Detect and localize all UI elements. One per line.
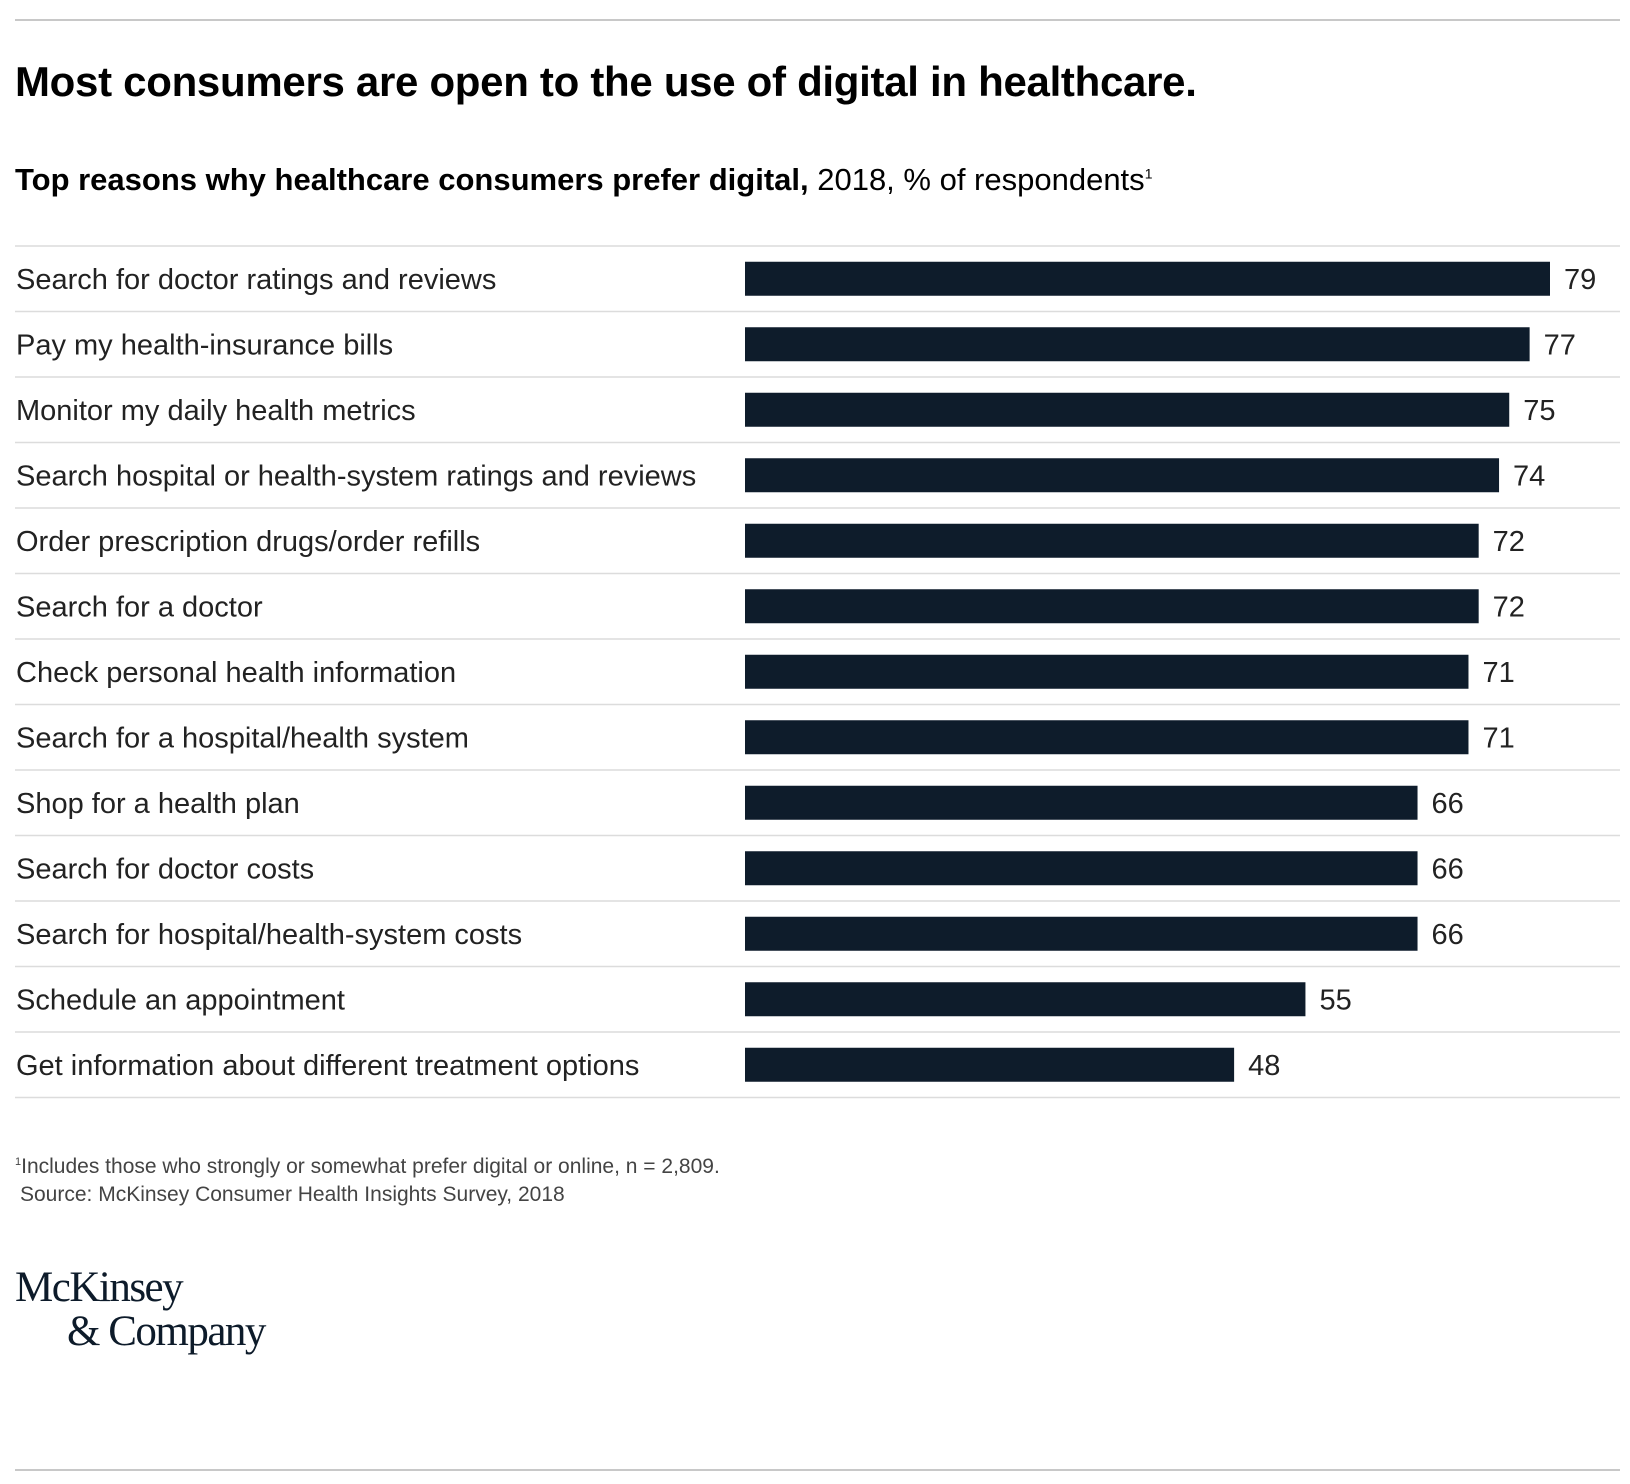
value-label: 79 — [1564, 264, 1596, 296]
value-label: 66 — [1432, 788, 1464, 820]
footnote-body: Includes those who strongly or somewhat … — [21, 1155, 720, 1178]
logo-line-1: McKinsey — [15, 1264, 184, 1311]
value-label: 72 — [1493, 591, 1525, 623]
bottom-divider — [15, 1469, 1620, 1471]
bar — [745, 261, 1550, 296]
logo-line-2: & Company — [67, 1308, 266, 1355]
subtitle-normal: 2018, % of respondents — [808, 162, 1145, 197]
value-label: 48 — [1248, 1050, 1280, 1082]
subtitle-footnote-marker: 1 — [1144, 165, 1153, 182]
top-divider — [15, 19, 1620, 21]
source-text: Source: McKinsey Consumer Health Insight… — [20, 1183, 565, 1206]
value-label: 71 — [1482, 722, 1514, 754]
category-label: Check personal health information — [16, 657, 456, 689]
bar — [745, 654, 1469, 689]
category-label: Search for a doctor — [16, 591, 263, 623]
footnote: 1Includes those who strongly or somewhat… — [15, 1148, 720, 1209]
bar — [745, 916, 1418, 951]
footnote-marker: 1 — [15, 1156, 22, 1168]
bar — [745, 851, 1418, 886]
bar — [745, 982, 1306, 1017]
value-label: 77 — [1544, 329, 1576, 361]
category-label: Order prescription drugs/order refills — [16, 526, 480, 558]
value-label: 74 — [1513, 460, 1545, 492]
category-label: Search for doctor ratings and reviews — [16, 264, 496, 296]
category-label: Pay my health-insurance bills — [16, 329, 393, 361]
bar — [745, 589, 1479, 624]
bar — [745, 720, 1469, 755]
value-label: 72 — [1493, 526, 1525, 558]
bar — [745, 1047, 1235, 1082]
value-label: 55 — [1319, 984, 1351, 1016]
value-label: 66 — [1432, 919, 1464, 951]
bar — [745, 327, 1530, 362]
bar-chart: Search for doctor ratings and reviews 79 P… — [15, 245, 1620, 1099]
category-label: Monitor my daily health metrics — [16, 395, 416, 427]
value-label: 71 — [1482, 657, 1514, 689]
mckinsey-logo: McKinsey & Company — [15, 1264, 266, 1355]
category-label: Shop for a health plan — [16, 788, 300, 820]
bar — [745, 392, 1510, 427]
category-label: Schedule an appointment — [16, 984, 345, 1016]
category-label: Search for doctor costs — [16, 853, 314, 885]
bar — [745, 785, 1418, 820]
category-label: Search hospital or health-system ratings… — [16, 460, 696, 492]
value-label: 66 — [1432, 853, 1464, 885]
subtitle-bold: Top reasons why healthcare consumers pre… — [15, 162, 809, 197]
category-label: Search for a hospital/health system — [16, 722, 469, 754]
chart-title: Most consumers are open to the use of di… — [15, 58, 1197, 105]
category-label: Get information about different treatmen… — [16, 1050, 639, 1082]
chart-subtitle: Top reasons why healthcare consumers pre… — [15, 162, 1152, 198]
footnote-text: 1Includes those who strongly or somewhat… — [15, 1155, 720, 1178]
value-label: 75 — [1523, 395, 1555, 427]
bar — [745, 458, 1500, 493]
bar — [745, 523, 1479, 558]
category-label: Search for hospital/health-system costs — [16, 919, 522, 951]
